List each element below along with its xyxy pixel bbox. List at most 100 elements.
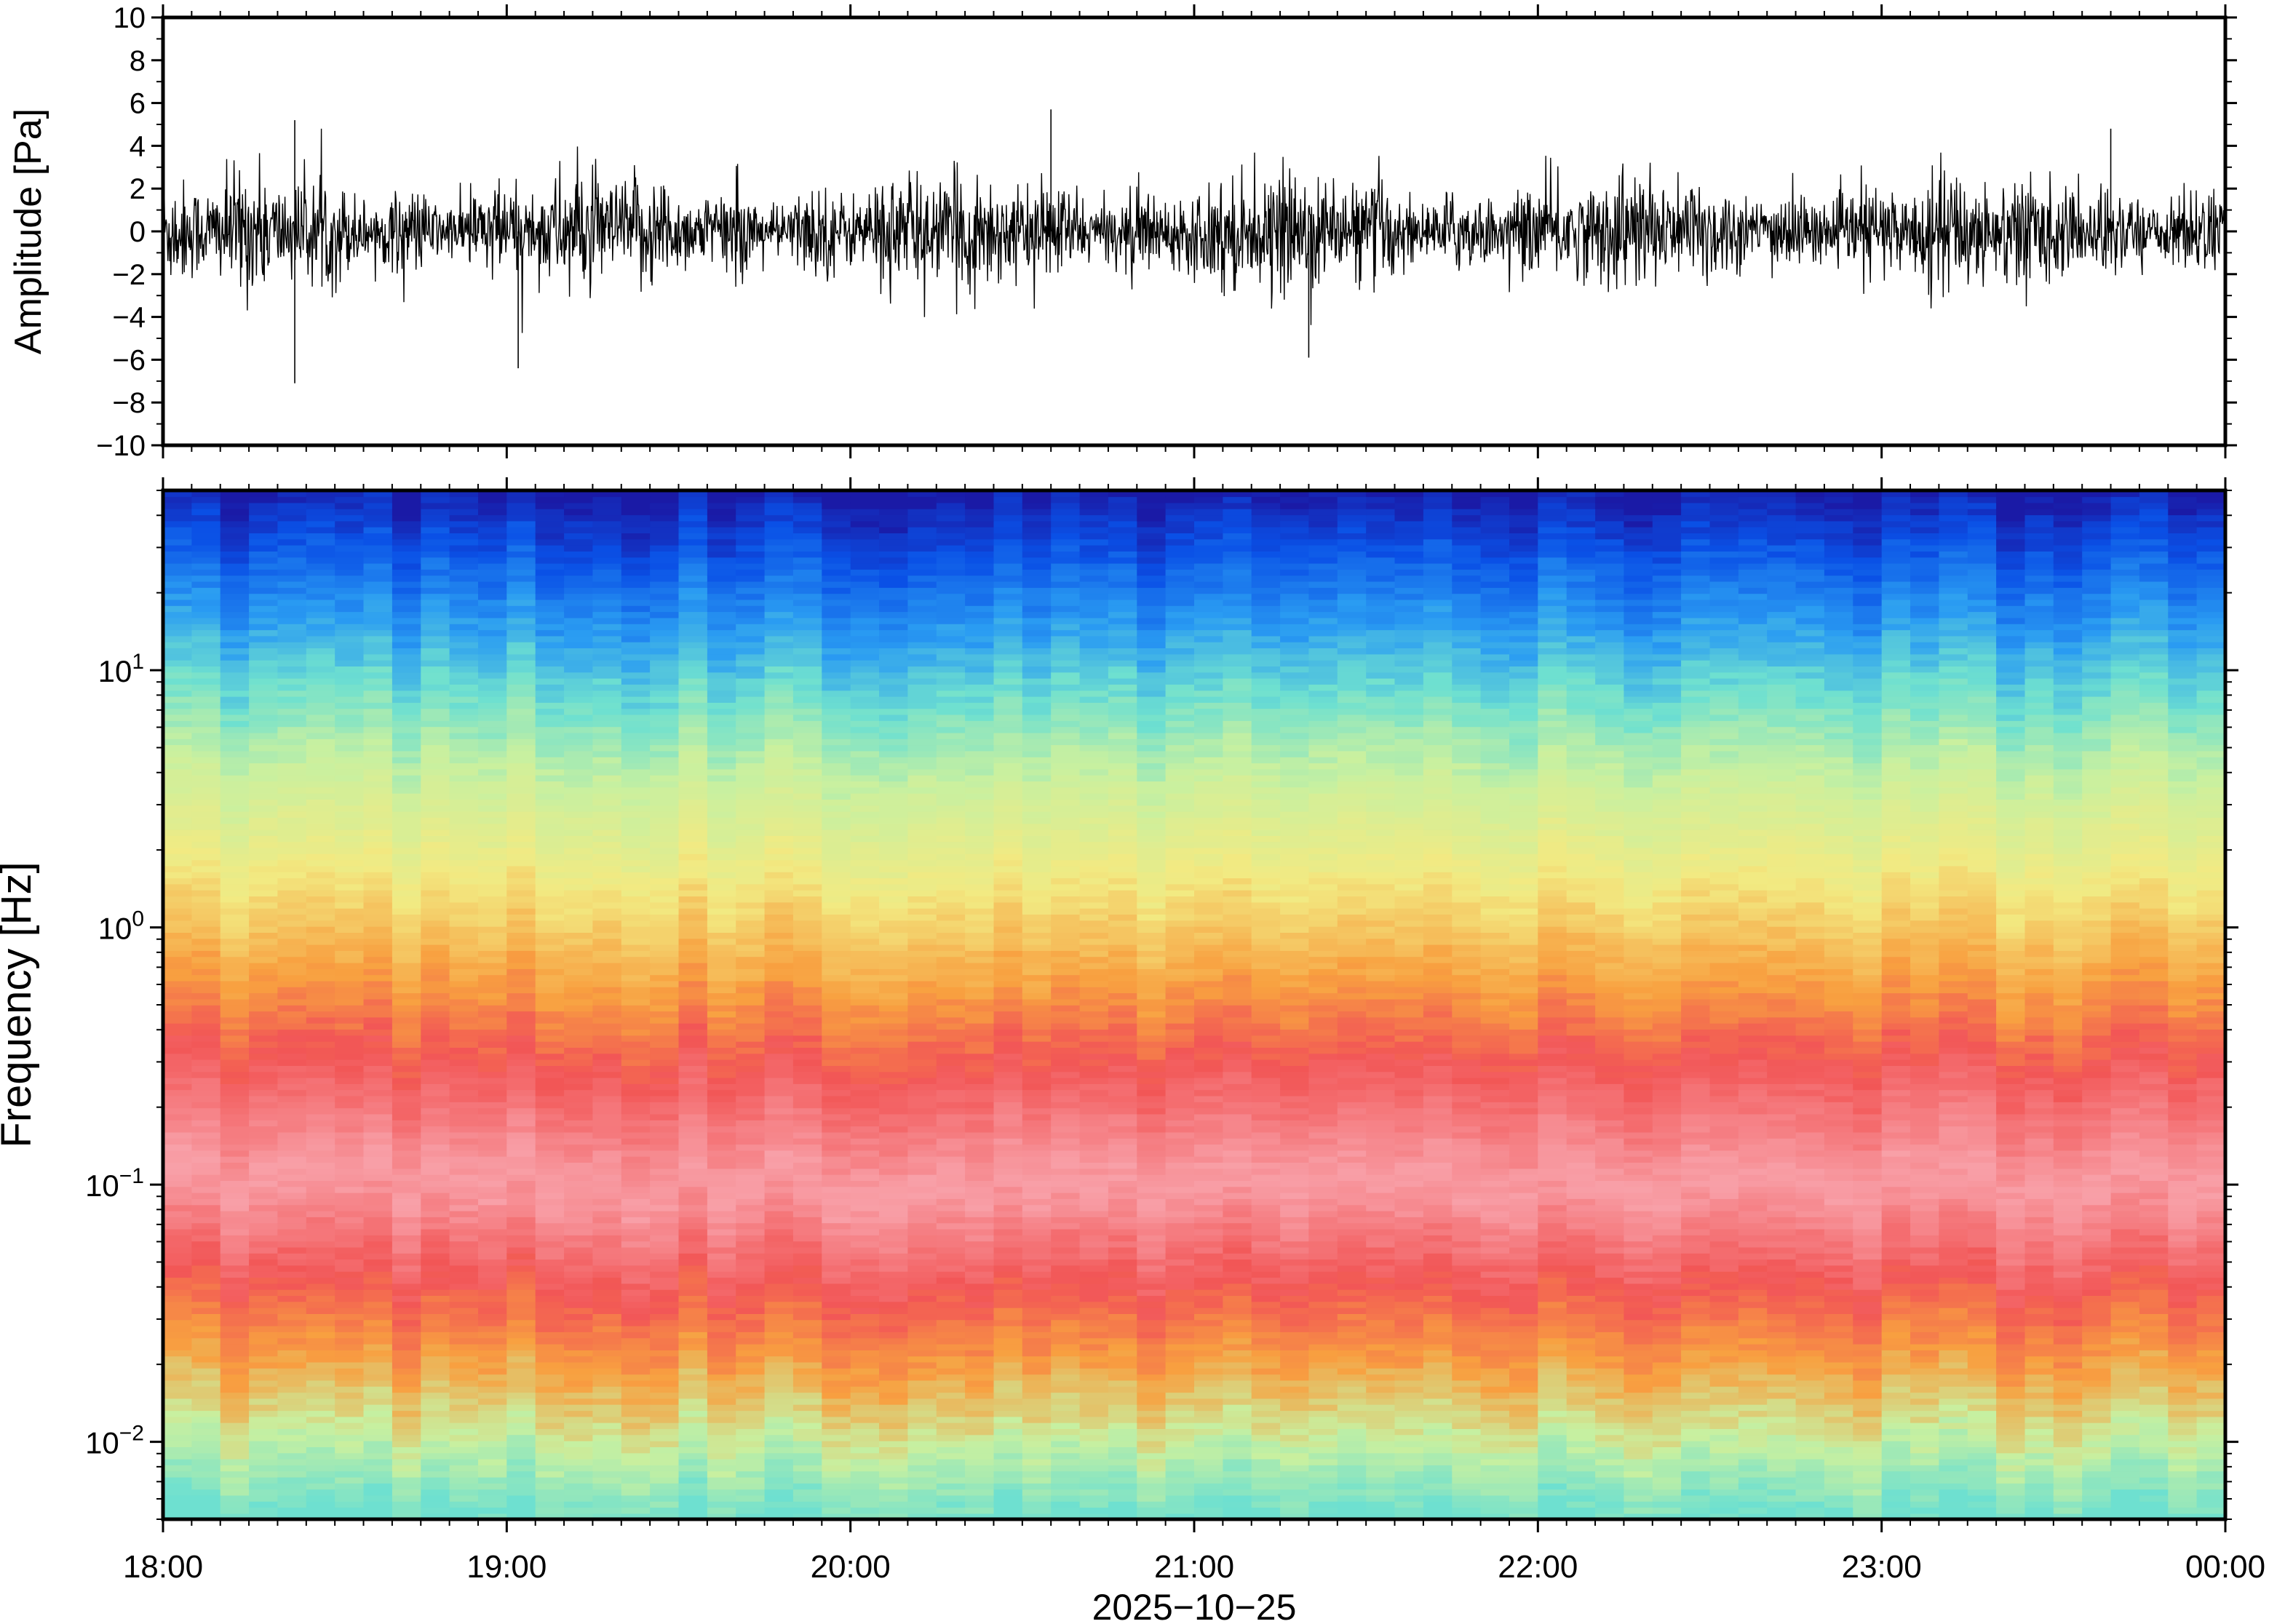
spectrogram-cell (879, 696, 909, 703)
spectrogram-cell (678, 1332, 708, 1339)
spectrogram-cell (764, 1410, 794, 1417)
spectrogram-cell (621, 684, 651, 691)
spectrogram-cell (564, 617, 594, 624)
spectrogram-cell (736, 1217, 766, 1224)
spectrogram-cell (650, 629, 680, 637)
spectrogram-cell (764, 1065, 794, 1072)
spectrogram-cell (707, 987, 737, 994)
spectrogram-cell (907, 926, 937, 933)
spectrogram-cell (449, 750, 479, 757)
spectrogram-cell (249, 1089, 279, 1096)
spectrogram-cell (936, 938, 966, 945)
spectrogram-cell (191, 1077, 221, 1084)
spectrogram-cell (592, 1235, 622, 1242)
spectrogram-cell (363, 847, 393, 854)
spectrogram-cell (449, 544, 479, 552)
spectrogram-cell (449, 1416, 479, 1423)
spectrogram-cell (650, 944, 680, 951)
spectrogram-cell (592, 1047, 622, 1054)
spectrogram-cell (764, 1325, 794, 1332)
spectrogram-cell (564, 920, 594, 927)
spectrogram-cell (191, 829, 221, 836)
spectrogram-cell (535, 1350, 565, 1357)
spectrogram-cell (907, 1476, 937, 1484)
spectrogram-cell (564, 1470, 594, 1478)
spectrogram-cell (621, 1265, 651, 1272)
spectrogram-cell (220, 562, 250, 570)
spectrogram-cell (650, 890, 680, 897)
spectrogram-cell (678, 998, 708, 1006)
spectrogram-cell (306, 1440, 335, 1447)
spectrogram-cell (907, 533, 937, 540)
spectrogram-cell (506, 1289, 536, 1296)
spectrogram-cell (907, 1168, 937, 1175)
spectrogram-cell (678, 1265, 708, 1272)
spectrogram-cell (277, 562, 307, 570)
spectrogram-cell (163, 823, 193, 830)
spectrogram-cell (907, 932, 937, 939)
spectrogram-cell (879, 744, 909, 752)
spectrogram-cell (335, 938, 365, 945)
spectrogram-cell (392, 1144, 422, 1151)
spectrogram-cell (764, 841, 794, 848)
spectrogram-cell (678, 502, 708, 509)
spectrogram-cell (764, 1374, 794, 1381)
spectrogram-cell (650, 1343, 680, 1350)
spectrogram-cell (678, 1241, 708, 1248)
spectrogram-cell (736, 1337, 766, 1345)
spectrogram-cell (707, 950, 737, 958)
spectrogram-cell (907, 1222, 937, 1230)
spectrogram-cell (592, 1470, 622, 1478)
spectrogram-cell (792, 490, 823, 498)
spectrogram-cell (678, 926, 708, 933)
spectrogram-cell (707, 1416, 737, 1423)
spectrogram-cell (907, 1271, 937, 1278)
spectrogram-cell (535, 847, 565, 854)
spectrogram-cell (421, 1053, 450, 1060)
spectrogram-cell (650, 557, 680, 564)
spectrogram-cell (764, 496, 794, 503)
spectrogram-cell (220, 593, 250, 600)
spectrogram-cell (306, 1289, 335, 1296)
spectrogram-cell (907, 1392, 937, 1399)
spectrogram-cell (392, 1343, 422, 1350)
spectrogram-cell (592, 1374, 622, 1381)
spectrogram-cell (506, 1095, 536, 1102)
spectrogram-cell (678, 1434, 708, 1441)
spectrogram-cell (421, 1476, 450, 1484)
spectrogram-cell (907, 1446, 937, 1454)
spectrogram-cell (879, 1235, 909, 1242)
spectrogram-cell (277, 1162, 307, 1169)
spectrogram-cell (249, 575, 279, 582)
spectrogram-cell (421, 1386, 450, 1393)
spectrogram-cell (879, 708, 909, 715)
spectrogram-cell (220, 859, 250, 867)
spectrogram-cell (277, 792, 307, 800)
spectrogram-cell (936, 1095, 966, 1102)
spectrogram-cell (163, 1458, 193, 1465)
spectrogram-cell (277, 847, 307, 854)
spectrogram-cell (936, 526, 966, 533)
spectrogram-cell (850, 1452, 880, 1460)
spectrogram-cell (478, 781, 508, 788)
spectrogram-cell (163, 907, 193, 915)
spectrogram-cell (736, 1059, 766, 1066)
spectrogram-cell (421, 1416, 450, 1423)
spectrogram-cell (879, 690, 909, 697)
spectrogram-cell (535, 1155, 565, 1163)
spectrogram-cell (191, 980, 221, 987)
spectrogram-cell (392, 1180, 422, 1187)
spectrogram-cell (506, 629, 536, 637)
spectrogram-cell (907, 950, 937, 958)
spectrogram-cell (650, 962, 680, 969)
spectrogram-cell (363, 757, 393, 764)
spectrogram-cell (306, 805, 335, 812)
spectrogram-cell (249, 883, 279, 891)
spectrogram-cell (850, 1489, 880, 1496)
spectrogram-cell (506, 1246, 536, 1254)
spectrogram-cell (191, 1458, 221, 1465)
spectrogram-cell (277, 1440, 307, 1447)
spectrogram-cell (792, 677, 823, 685)
spectrogram-cell (535, 1295, 565, 1302)
spectrogram-cell (592, 1035, 622, 1042)
